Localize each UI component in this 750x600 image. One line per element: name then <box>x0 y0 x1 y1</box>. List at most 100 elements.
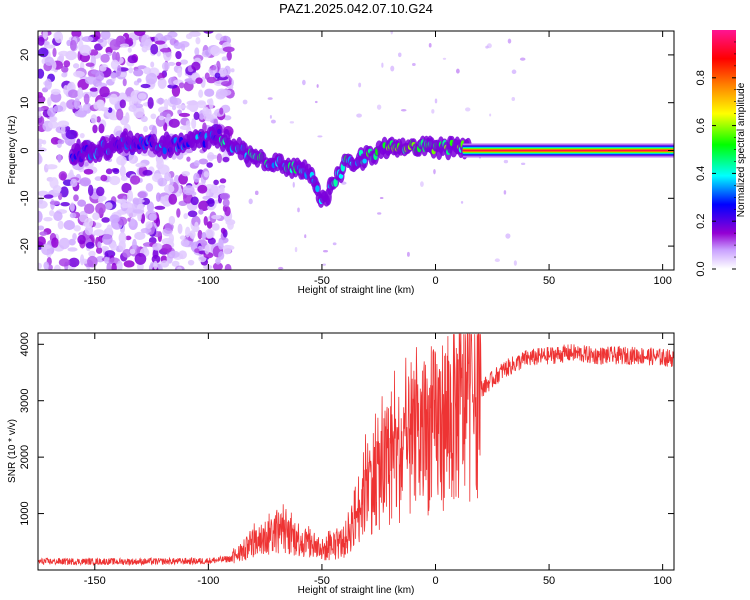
snr-x-tick-label: 0 <box>432 575 438 587</box>
heatmap-noise-cell <box>155 217 161 227</box>
heatmap-noise-cell <box>95 202 106 215</box>
heatmap-noise-cell <box>116 260 123 270</box>
snr-panel: -150 -100 -50 0 50 100 1000 2000 3000 4000 Heigh… <box>7 332 675 596</box>
heatmap-noise-cell <box>219 178 227 184</box>
heatmap-noise-cell <box>116 198 127 204</box>
heatmap-noise-cell <box>116 65 122 77</box>
colorbar-tick-label: 0.6 <box>695 118 707 133</box>
heatmap-noise-cell <box>127 55 138 64</box>
heatmap-signal-core <box>217 128 222 135</box>
heatmap-noise-cell <box>49 115 58 123</box>
heatmap-noise-cell <box>118 232 127 244</box>
heatmap-noise-cell <box>206 98 213 105</box>
heatmap-noise-cell <box>125 112 130 124</box>
heatmap-noise-cell <box>177 67 183 78</box>
heatmap-noise-cell <box>101 217 110 223</box>
heatmap-noise-cell <box>207 237 216 245</box>
heatmap-noise-cell <box>219 185 225 195</box>
spectrogram-heatmap <box>38 31 674 270</box>
heatmap-noise-cell <box>61 65 69 73</box>
spectrogram-y-tick-label: 10 <box>19 97 31 109</box>
colorbar-tick-label: 0.0 <box>695 261 707 276</box>
heatmap-noise-cell <box>142 169 153 176</box>
heatmap-noise-cell <box>171 105 177 111</box>
heatmap-noise-cell <box>211 214 222 220</box>
heatmap-noise-cell <box>181 171 191 177</box>
heatmap-noise-cell <box>221 56 228 62</box>
heatmap-noise-cell <box>167 84 178 89</box>
heatmap-noise-cell <box>116 108 124 121</box>
heatmap-signal-core <box>338 173 344 179</box>
heatmap-noise-cell <box>88 250 96 257</box>
heatmap-noise-cell <box>511 96 516 102</box>
heatmap-noise-cell <box>87 255 98 268</box>
heatmap-noise-cell <box>222 46 235 53</box>
heatmap-noise-cell <box>132 209 145 214</box>
heatmap-noise-cell <box>81 36 94 42</box>
heatmap-noise-cell <box>168 250 180 259</box>
heatmap-noise-cell <box>154 40 166 45</box>
heatmap-noise-cell <box>109 93 119 105</box>
heatmap-noise-cell <box>431 109 435 114</box>
heatmap-noise-cell <box>218 67 227 78</box>
spectrogram-y-tick-label: 0 <box>19 147 31 153</box>
heatmap-noise-cell <box>132 197 140 205</box>
heatmap-noise-cell <box>129 248 136 255</box>
heatmap-noise-cell <box>47 107 56 118</box>
heatmap-noise-cell <box>38 196 43 205</box>
heatmap-noise-cell <box>53 105 64 113</box>
snr-y-ticks: 1000 2000 3000 4000 <box>19 332 674 526</box>
heatmap-noise-cell <box>178 173 188 185</box>
heatmap-noise-cell <box>134 231 146 240</box>
chart-title: PAZ1.2025.042.07.10.G24 <box>279 1 433 16</box>
heatmap-noise-cell <box>406 251 410 257</box>
heatmap-noise-cell <box>96 186 105 197</box>
heatmap-noise-cell <box>186 100 198 106</box>
heatmap-noise-cell <box>218 239 224 250</box>
heatmap-noise-cell <box>206 229 214 239</box>
heatmap-noise-cell <box>302 79 306 86</box>
heatmap-noise-cell <box>65 129 78 140</box>
heatmap-noise-cell <box>119 99 126 109</box>
heatmap-noise-cell <box>356 113 362 118</box>
heatmap-noise-cell <box>219 89 232 96</box>
spectrogram-y-ticks: -20 -10 0 10 20 <box>19 49 674 254</box>
heatmap-noise-cell <box>63 60 71 68</box>
heatmap-noise-cell <box>83 93 90 105</box>
snr-y-tick-label: 3000 <box>19 388 31 412</box>
heatmap-noise-cell <box>44 44 56 49</box>
heatmap-noise-cell <box>270 119 276 124</box>
heatmap-noise-cell <box>127 47 132 53</box>
heatmap-noise-cell <box>222 156 230 163</box>
heatmap-noise-cell <box>297 207 300 213</box>
heatmap-noise-cell <box>186 156 191 162</box>
heatmap-noise-cell <box>456 68 460 74</box>
heatmap-noise-cell <box>390 65 395 72</box>
heatmap-noise-cell <box>110 72 117 79</box>
spectrogram-x-tick-label: 100 <box>653 275 671 287</box>
heatmap-noise-cell <box>151 254 161 264</box>
heatmap-noise-cell <box>141 34 151 47</box>
heatmap-noise-cell <box>79 177 91 187</box>
heatmap-noise-cell <box>194 47 200 56</box>
heatmap-noise-cell <box>207 197 215 207</box>
heatmap-noise-cell <box>125 96 132 102</box>
heatmap-noise-cell <box>69 202 75 212</box>
heatmap-noise-cell <box>168 193 178 205</box>
heatmap-noise-cell <box>180 43 186 52</box>
heatmap-noise-cell <box>269 115 272 119</box>
heatmap-noise-cell <box>316 84 319 88</box>
spectrogram-x-tick-label: -150 <box>84 275 106 287</box>
heatmap-noise-cell <box>59 186 69 198</box>
heatmap-noise-cell <box>222 198 230 208</box>
heatmap-noise-cell <box>94 31 101 41</box>
heatmap-noise-cell <box>182 193 193 204</box>
heatmap-noise-cell <box>412 62 416 67</box>
spectrogram-x-ticks: -150 -100 -50 0 50 100 <box>84 31 672 287</box>
heatmap-noise-cell <box>45 164 58 170</box>
heatmap-noise-cell <box>164 98 169 111</box>
heatmap-noise-cell <box>111 51 117 62</box>
snr-x-tick-label: 100 <box>653 575 671 587</box>
heatmap-noise-cell <box>58 50 70 57</box>
